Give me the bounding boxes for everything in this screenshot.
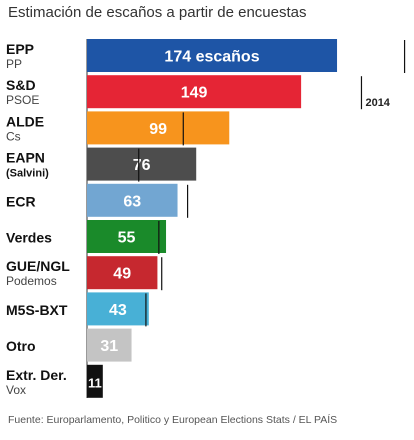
bar-value-label-6: 49 [113, 266, 131, 283]
bar-value-label-4: 63 [123, 193, 141, 210]
category-label-6: GUE/NGL [6, 258, 70, 274]
bar-value-label-0: 174 escaños [164, 49, 259, 66]
source-footnote: Fuente: Europarlamento, Politico y Europ… [8, 414, 338, 426]
bar-9 [87, 364, 103, 398]
category-sublabel-6: Podemos [6, 274, 57, 288]
bar-value-label-2: 99 [149, 121, 167, 138]
bar-1 [87, 75, 302, 109]
category-sublabel-9: Vox [6, 383, 26, 397]
bar-7 [87, 292, 149, 326]
bar-value-label-3: 76 [133, 157, 151, 174]
bar-0 [87, 39, 338, 72]
category-sublabel-0: PP [6, 57, 22, 71]
category-label-8: Otro [6, 338, 36, 354]
category-label-2: ALDE [6, 113, 44, 129]
category-label-4: ECR [6, 193, 36, 209]
bar-3 [87, 147, 197, 181]
bar-value-label-5: 55 [118, 230, 136, 247]
category-label-7: M5S-BXT [6, 302, 68, 318]
category-label-3: EAPN [6, 150, 45, 166]
bar-6 [87, 256, 158, 290]
category-label-9: Extr. Der. [6, 367, 67, 383]
bar-8 [87, 328, 132, 362]
category-label-0: EPP [6, 41, 34, 57]
bar-value-label-1: 149 [181, 85, 208, 102]
bar-value-label-9: 11 [88, 375, 102, 390]
legend-2014-label: 2014 [365, 97, 390, 109]
category-label-1: S&D [6, 77, 36, 93]
bar-4 [87, 183, 178, 217]
category-label-5: Verdes [6, 230, 52, 246]
category-sublabel-1: PSOE [6, 93, 39, 107]
bar-2 [87, 111, 230, 145]
category-sublabel-2: Cs [6, 129, 21, 143]
chart-title: Estimación de escaños a partir de encues… [8, 4, 307, 21]
bar-value-label-7: 43 [109, 302, 127, 319]
bar-5 [87, 220, 167, 253]
bar-value-label-8: 31 [100, 338, 118, 355]
category-sublabel-3: (Salvini) [6, 168, 49, 180]
